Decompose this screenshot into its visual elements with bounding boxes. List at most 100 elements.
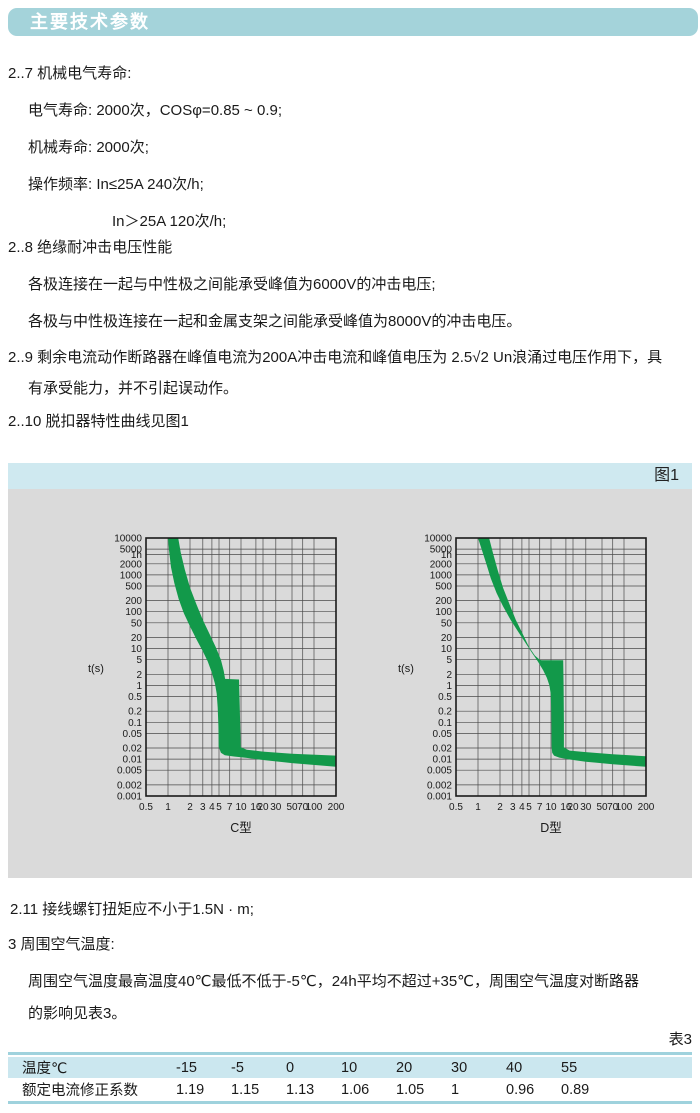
text-line: 电气寿命: 2000次，COSφ=0.85 ~ 0.9; [28, 102, 283, 119]
y-tick-label: 0.1 [128, 718, 142, 729]
figure1-box: 图1 10000 5000 1h 2000 1000 500 200 100 50 20 10 5 2 1… [8, 463, 692, 878]
section-title-bar: 主要技术参数 [8, 8, 698, 36]
y-tick-label: 0.5 [438, 692, 452, 703]
trip-band [168, 538, 336, 767]
x-tick-label: 50 [596, 802, 608, 813]
table3-correction-factors: 温度℃ -15 -5 0 10 20 30 40 55 额定电流修正系数 1.19 1.15 1.13… [8, 1052, 692, 1104]
x-tick-label: 2 [187, 802, 193, 813]
x-tick-label: 7 [227, 802, 233, 813]
y-tick-label: 5000 [120, 545, 143, 556]
x-tick-label: 100 [306, 802, 323, 813]
table3-header-cell: 10 [341, 1059, 358, 1076]
table3-data-cell: 1 [451, 1081, 460, 1098]
text-line: 的影响见表3。 [28, 1005, 127, 1022]
y-tick-label: 0.02 [433, 744, 453, 755]
table3-data-cell: 0.89 [561, 1081, 590, 1098]
y-tick-label: 5 [136, 655, 142, 666]
y-tick-label: 10000 [114, 534, 142, 545]
y-tick-label: 500 [125, 582, 142, 593]
table3-top-rule [8, 1052, 692, 1055]
text-line: In＞25A 120次/h; [112, 213, 227, 230]
y-tick-label: 100 [435, 607, 452, 618]
text-line: 2..10 脱扣器特性曲线见图1 [8, 413, 189, 430]
y-tick-label: 0.002 [117, 780, 142, 791]
x-tick-label: 4 [209, 802, 215, 813]
y-tick-label: 10 [441, 644, 453, 655]
x-tick-label: 20 [257, 802, 269, 813]
y-tick-label: 0.001 [427, 792, 452, 803]
y-tick-label: 1 [136, 681, 142, 692]
y-tick-label: 2 [136, 670, 142, 681]
x-tick-label: 10 [235, 802, 247, 813]
y-tick-label: 0.2 [128, 707, 142, 718]
y-tick-label: 100 [125, 607, 142, 618]
y-tick-label: 50 [131, 618, 143, 629]
y-tick-label: 1h [441, 550, 452, 561]
text-line: 3 周围空气温度: [8, 936, 115, 953]
x-tick-label: 5 [526, 802, 532, 813]
table3-label: 表3 [668, 1031, 692, 1048]
table3-header-cell: 0 [286, 1059, 295, 1076]
y-tick-label: 1h [131, 550, 142, 561]
y-tick-label: 2000 [120, 559, 143, 570]
x-tick-label: 10 [545, 802, 557, 813]
trip-curve-chart-c: 1000050001h200010005002001005020105210.5… [88, 534, 345, 836]
figure1-label: 图1 [654, 467, 679, 484]
x-tick-label: 200 [328, 802, 345, 813]
table3-header-row: 温度℃ -15 -5 0 10 20 30 40 55 [8, 1057, 692, 1078]
x-tick-label: 0.5 [449, 802, 463, 813]
table3-header-cell: -5 [231, 1059, 244, 1076]
x-tick-label: 1 [475, 802, 481, 813]
y-tick-label: 0.005 [427, 766, 452, 777]
table3-rule-gap [8, 1055, 692, 1057]
x-tick-label: 70 [297, 802, 309, 813]
y-tick-label: 0.01 [433, 755, 453, 766]
y-axis-title: t(s) [88, 663, 104, 675]
x-tick-label: 3 [200, 802, 206, 813]
table3-data-cell: 1.19 [176, 1081, 205, 1098]
y-tick-label: 10 [131, 644, 143, 655]
text-line: 操作频率: In≤25A 240次/h; [28, 176, 204, 193]
y-tick-label: 0.01 [123, 755, 143, 766]
chart-title: D型 [540, 821, 562, 835]
x-tick-label: 4 [519, 802, 525, 813]
trip-curve-chart-c-slot: 10000 5000 1h 2000 1000 500 200 100 50 20 10 5 2 1 0.5… [78, 528, 378, 845]
x-tick-label: 16 [560, 802, 572, 813]
x-tick-label: 3 [510, 802, 516, 813]
x-tick-label: 30 [270, 802, 282, 813]
table3-header-cell: 55 [561, 1059, 578, 1076]
table3-data-cell: 0.96 [506, 1081, 535, 1098]
y-tick-label: 500 [435, 582, 452, 593]
text-line: 有承受能力，并不引起误动作。 [28, 380, 239, 397]
y-tick-label: 0.2 [438, 707, 452, 718]
trip-curve-chart-d-slot: 10000 5000 1h 2000 1000 500 200 100 50 20 10 5 2 1 0.5… [388, 528, 688, 845]
y-tick-label: 5 [446, 655, 452, 666]
table3-bottom-rule [8, 1101, 692, 1104]
y-tick-label: 2000 [430, 559, 453, 570]
text-line: 2.11 接线螺钉扭矩应不小于1.5N · m; [10, 901, 254, 918]
y-tick-label: 20 [131, 633, 143, 644]
y-tick-label: 10000 [424, 534, 452, 545]
x-tick-label: 20 [567, 802, 579, 813]
y-tick-label: 1 [446, 681, 452, 692]
y-tick-label: 50 [441, 618, 453, 629]
y-tick-label: 0.005 [117, 766, 142, 777]
plot-border [145, 537, 337, 797]
text-line: 各极与中性极连接在一起和金属支架之间能承受峰值为8000V的冲击电压。 [28, 313, 522, 330]
x-tick-label: 50 [286, 802, 298, 813]
x-tick-label: 5 [216, 802, 222, 813]
y-tick-label: 0.5 [128, 692, 142, 703]
trip-band [478, 538, 646, 767]
y-tick-label: 200 [435, 596, 452, 607]
y-tick-label: 0.05 [123, 729, 143, 740]
figure1-title-bar: 图1 [8, 463, 692, 489]
text-line: 2..8 绝缘耐冲击电压性能 [8, 239, 173, 256]
y-tick-label: 0.05 [433, 729, 453, 740]
x-tick-label: 7 [537, 802, 543, 813]
x-tick-label: 16 [250, 802, 262, 813]
y-tick-label: 1000 [120, 570, 143, 581]
